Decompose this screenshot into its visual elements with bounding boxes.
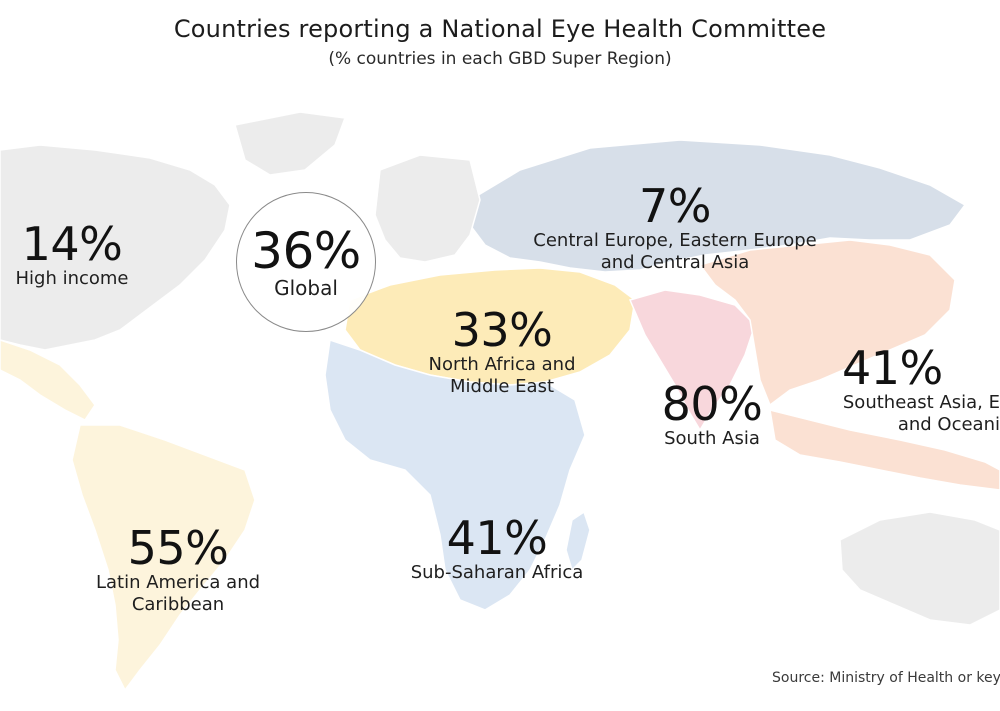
region-latin-america-central: [0, 339, 96, 421]
latin-america-name: Latin America and Caribbean: [95, 572, 261, 615]
chart-subtitle: (% countries in each GBD Super Region): [328, 49, 672, 69]
south-asia-value: 80%: [661, 377, 763, 431]
region-sub-saharan-africa: [324, 339, 586, 611]
label-latin-america: 55% Latin America and Caribbean: [78, 524, 278, 616]
region-high-income-australia: [839, 511, 1000, 626]
region-madagascar: [565, 510, 591, 572]
north-africa-name: North Africa and Middle East: [428, 354, 576, 397]
southeast-asia-name: Southeast Asia, E and Oceani: [842, 392, 1000, 435]
sub-saharan-name: Sub-Saharan Africa: [410, 562, 584, 583]
central-europe-value: 7%: [639, 179, 711, 233]
region-high-income-europe: [374, 154, 481, 263]
region-high-income-greenland: [234, 111, 347, 176]
label-south-asia: 80% South Asia: [632, 380, 792, 450]
north-africa-value: 33%: [451, 303, 553, 357]
label-central-europe: 7% Central Europe, Eastern Europe and Ce…: [510, 182, 840, 274]
source-note: Source: Ministry of Health or key: [772, 670, 1000, 686]
label-sub-saharan: 41% Sub-Saharan Africa: [392, 514, 602, 584]
region-high-income-north-america: [0, 144, 231, 351]
high-income-name: High income: [15, 268, 129, 289]
region-southeast-asia-east: [698, 239, 956, 407]
global-circle: 36% Global: [236, 192, 376, 332]
global-value: 36%: [251, 222, 361, 280]
southeast-asia-value: 41%: [842, 344, 943, 395]
global-label: Global: [274, 276, 338, 300]
region-latin-america-south: [71, 424, 256, 692]
central-europe-name: Central Europe, Eastern Europe and Centr…: [533, 230, 817, 273]
label-southeast-asia: 41% Southeast Asia, E and Oceani: [820, 344, 1000, 436]
label-north-africa: 33% North Africa and Middle East: [412, 306, 592, 398]
label-high-income: 14% High income: [2, 220, 142, 290]
region-southeast-asia-islands: [769, 408, 1000, 491]
sub-saharan-value: 41%: [446, 511, 548, 565]
region-south-asia: [628, 289, 756, 432]
high-income-value: 14%: [21, 217, 123, 271]
south-asia-name: South Asia: [664, 428, 760, 449]
region-central-europe-asia: [469, 139, 967, 273]
chart-title: Countries reporting a National Eye Healt…: [173, 15, 827, 43]
latin-america-value: 55%: [127, 521, 229, 575]
